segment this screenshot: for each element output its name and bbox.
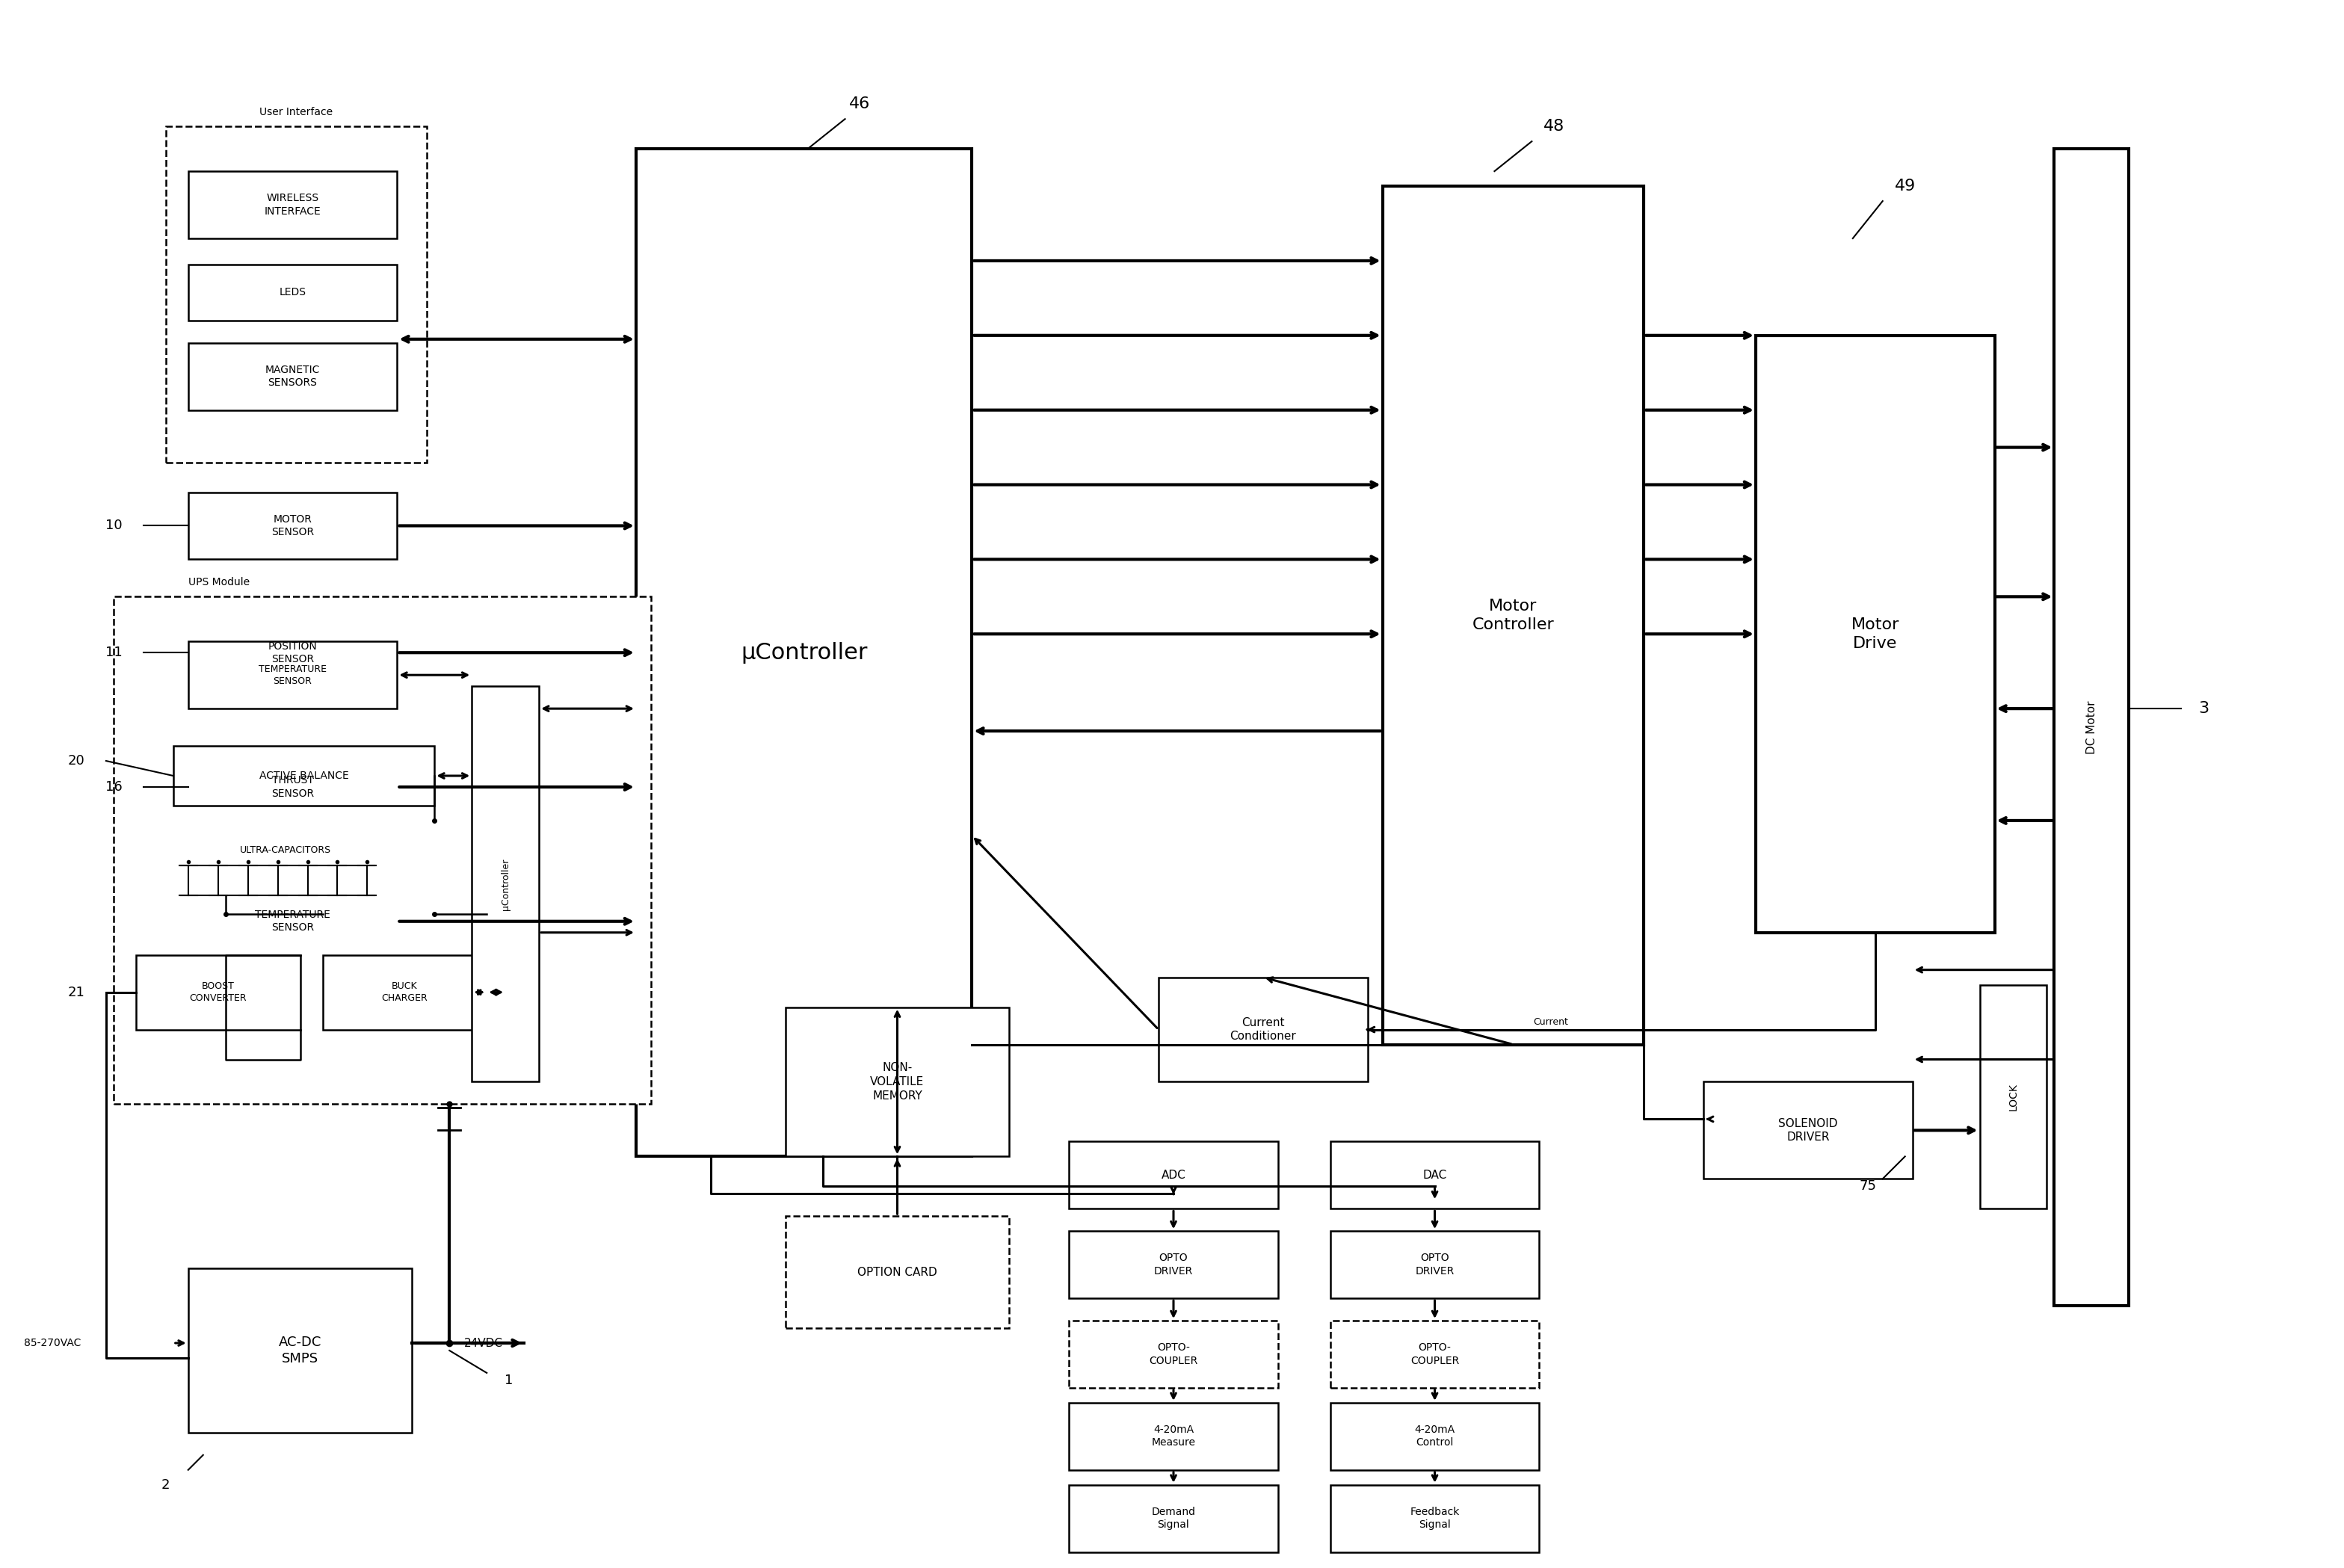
Bar: [166, 127, 427, 463]
Text: Current
Conditioner: Current Conditioner: [1231, 1018, 1296, 1043]
Bar: [1331, 1485, 1540, 1552]
Bar: [188, 265, 396, 320]
Text: TEMPERATURE
SENSOR: TEMPERATURE SENSOR: [255, 909, 331, 933]
Text: 48: 48: [1545, 119, 1566, 133]
Bar: [1069, 1403, 1277, 1469]
Text: ULTRA-CAPACITORS: ULTRA-CAPACITORS: [239, 845, 331, 855]
Bar: [1756, 336, 1995, 933]
Bar: [1069, 1485, 1277, 1552]
Bar: [635, 149, 973, 1157]
Text: 20: 20: [68, 754, 84, 768]
Bar: [188, 753, 396, 820]
Text: 4-20mA
Control: 4-20mA Control: [1413, 1425, 1456, 1447]
Text: Current: Current: [1533, 1018, 1568, 1027]
Text: OPTO-
COUPLER: OPTO- COUPLER: [1411, 1342, 1458, 1366]
Bar: [188, 492, 396, 560]
Text: User Interface: User Interface: [260, 107, 333, 118]
Bar: [1331, 1320, 1540, 1388]
Text: LEDS: LEDS: [279, 287, 307, 298]
Bar: [188, 171, 396, 238]
Text: MOTOR
SENSOR: MOTOR SENSOR: [272, 514, 314, 538]
Text: ACTIVE BALANCE: ACTIVE BALANCE: [260, 770, 349, 781]
Text: DC Motor: DC Motor: [2086, 701, 2098, 754]
Text: LOCK: LOCK: [2009, 1083, 2018, 1110]
Text: NON-
VOLATILE
MEMORY: NON- VOLATILE MEMORY: [870, 1062, 924, 1101]
Bar: [785, 1007, 1010, 1157]
Text: 21: 21: [68, 986, 84, 999]
Text: 24VDC: 24VDC: [464, 1338, 504, 1348]
Bar: [2053, 149, 2128, 1306]
Text: Demand
Signal: Demand Signal: [1151, 1507, 1195, 1530]
Bar: [1069, 1142, 1277, 1209]
Text: Feedback
Signal: Feedback Signal: [1411, 1507, 1460, 1530]
Bar: [1981, 985, 2046, 1209]
Text: 75: 75: [1859, 1179, 1875, 1193]
Bar: [1704, 1082, 1913, 1179]
Text: 10: 10: [105, 519, 122, 533]
Text: POSITION
SENSOR: POSITION SENSOR: [267, 641, 316, 665]
Bar: [323, 955, 488, 1030]
Text: BOOST
CONVERTER: BOOST CONVERTER: [190, 982, 246, 1004]
Text: OPTO
DRIVER: OPTO DRIVER: [1416, 1253, 1453, 1276]
Text: BUCK
CHARGER: BUCK CHARGER: [382, 982, 427, 1004]
Bar: [1069, 1231, 1277, 1298]
Bar: [471, 687, 539, 1082]
Bar: [1331, 1403, 1540, 1469]
Text: TEMPERATURE
SENSOR: TEMPERATURE SENSOR: [258, 665, 326, 685]
Text: 11: 11: [105, 646, 122, 660]
Text: 49: 49: [1894, 179, 1915, 193]
Bar: [1069, 1320, 1277, 1388]
Bar: [188, 1269, 413, 1433]
Text: OPTO
DRIVER: OPTO DRIVER: [1153, 1253, 1193, 1276]
Text: 2: 2: [162, 1479, 171, 1491]
Text: OPTION CARD: OPTION CARD: [858, 1267, 938, 1278]
Text: MAGNETIC
SENSORS: MAGNETIC SENSORS: [265, 365, 321, 389]
Bar: [136, 955, 300, 1030]
Bar: [785, 1217, 1010, 1328]
Text: DAC: DAC: [1423, 1170, 1446, 1181]
Text: Motor
Drive: Motor Drive: [1852, 618, 1899, 651]
Text: Motor
Controller: Motor Controller: [1472, 599, 1554, 632]
Text: THRUST
SENSOR: THRUST SENSOR: [272, 775, 314, 798]
Bar: [188, 887, 396, 955]
Text: WIRELESS
INTERFACE: WIRELESS INTERFACE: [265, 193, 321, 216]
Bar: [188, 343, 396, 411]
Text: 85-270VAC: 85-270VAC: [23, 1338, 82, 1348]
Bar: [1331, 1142, 1540, 1209]
Text: 1: 1: [504, 1374, 513, 1388]
Text: μController: μController: [741, 641, 867, 663]
Text: ADC: ADC: [1160, 1170, 1186, 1181]
Bar: [1383, 187, 1643, 1044]
Bar: [1331, 1231, 1540, 1298]
Text: UPS Module: UPS Module: [188, 577, 248, 588]
Bar: [173, 746, 434, 806]
Text: 4-20mA
Measure: 4-20mA Measure: [1151, 1425, 1195, 1447]
Text: 46: 46: [849, 97, 870, 111]
Bar: [188, 619, 396, 687]
Bar: [188, 641, 396, 709]
Bar: [113, 597, 652, 1104]
Text: OPTO-
COUPLER: OPTO- COUPLER: [1149, 1342, 1198, 1366]
Text: SOLENOID
DRIVER: SOLENOID DRIVER: [1779, 1118, 1838, 1143]
Bar: [1158, 977, 1367, 1082]
Text: μController: μController: [502, 858, 511, 909]
Text: 3: 3: [2199, 701, 2208, 717]
Text: AC-DC
SMPS: AC-DC SMPS: [279, 1336, 321, 1366]
Text: 16: 16: [105, 781, 122, 793]
